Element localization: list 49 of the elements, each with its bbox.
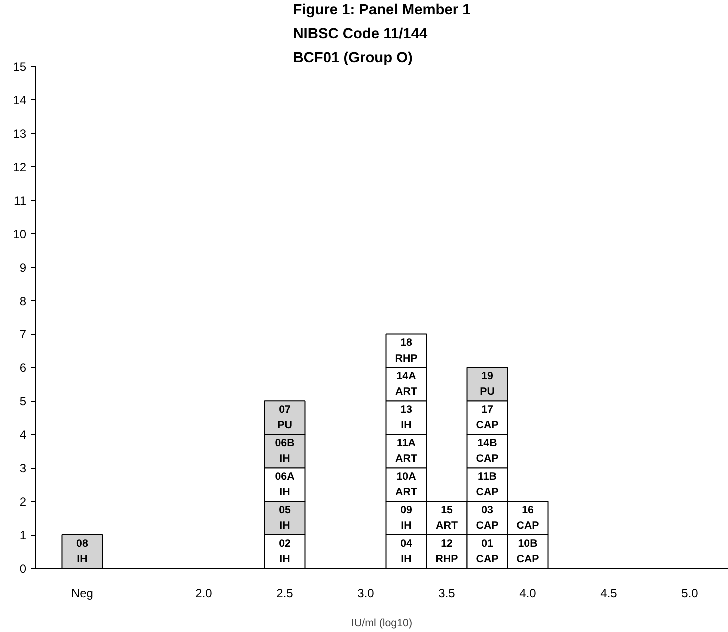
series-label: 01 CAP bbox=[476, 538, 499, 566]
series-label: 05 IH bbox=[279, 504, 291, 532]
x-tick-label: Neg bbox=[71, 586, 94, 600]
series-label: 12 RHP bbox=[436, 538, 458, 566]
y-tick-label: 6 bbox=[20, 361, 27, 376]
series-label: 10A ART bbox=[396, 471, 418, 499]
x-tick-label: 3.5 bbox=[438, 586, 456, 600]
series-label: 06A IH bbox=[275, 471, 296, 499]
x-tick-label: 2.5 bbox=[276, 586, 294, 600]
chart-title: Figure 1: Panel Member 1 NIBSC Code 11/144 BCF01 (Group O) bbox=[293, 2, 471, 66]
series-label: 07 PU bbox=[278, 404, 293, 432]
y-tick-label: 14 bbox=[13, 93, 27, 108]
y-tick-label: 2 bbox=[20, 495, 27, 510]
series-label: 18 RHP bbox=[395, 337, 418, 365]
series-label: 06B IH bbox=[275, 438, 296, 466]
series-label: 19 PU bbox=[480, 370, 496, 398]
series-label: 09 IH bbox=[400, 504, 413, 532]
y-tick-label: 15 bbox=[13, 60, 27, 74]
x-tick-label: 3.0 bbox=[358, 586, 375, 600]
series-label: 17 CAP bbox=[476, 404, 499, 432]
y-tick-label: 0 bbox=[20, 562, 27, 576]
series-label: 14A ART bbox=[396, 370, 418, 398]
y-tick-label: 11 bbox=[14, 194, 27, 208]
y-tick-label: 12 bbox=[13, 160, 27, 174]
y-tick-label: 9 bbox=[20, 260, 27, 275]
y-tick-label: 5 bbox=[20, 394, 27, 409]
x-tick-label: 2.0 bbox=[196, 586, 213, 600]
x-tick-label: 5.0 bbox=[682, 586, 699, 600]
series-label: 16 CAP bbox=[516, 504, 540, 532]
series-label: 13 IH bbox=[400, 404, 413, 432]
y-tick-label: 10 bbox=[13, 227, 27, 242]
x-tick-label: 4.5 bbox=[600, 586, 618, 600]
series-label: 11A ART bbox=[396, 438, 418, 466]
x-tick-label: 4.0 bbox=[520, 586, 537, 600]
series-label: 02 IH bbox=[279, 538, 291, 566]
y-tick-label: 1 bbox=[20, 528, 27, 543]
y-tick-label: 8 bbox=[20, 294, 27, 308]
series-label: 08 IH bbox=[76, 538, 88, 566]
series-label: 10B CAP bbox=[516, 538, 540, 566]
series-label: 14B CAP bbox=[476, 438, 499, 466]
y-tick-label: 7 bbox=[20, 328, 27, 342]
series-label: 03 CAP bbox=[476, 504, 499, 532]
series-label: 04 IH bbox=[400, 538, 413, 566]
series-label: 11B CAP bbox=[476, 471, 499, 499]
y-tick-label: 4 bbox=[20, 428, 27, 442]
y-tick-label: 3 bbox=[20, 462, 27, 476]
y-tick-label: 13 bbox=[13, 126, 27, 141]
series-label: 15 ART bbox=[436, 504, 458, 532]
x-axis-title: IU/ml (log10) bbox=[352, 618, 413, 630]
